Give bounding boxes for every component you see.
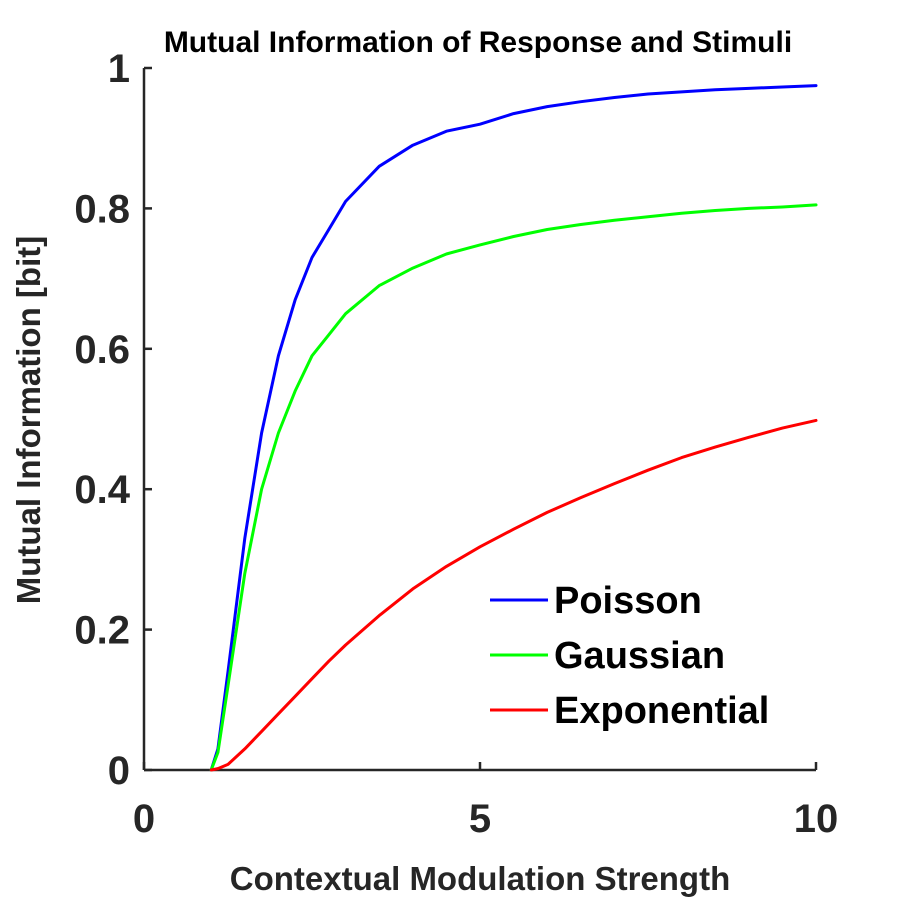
series-line-gaussian	[209, 203, 818, 772]
chart-title: Mutual Information of Response and Stimu…	[164, 26, 792, 59]
ticks: 0 5 10 0 0.2 0.4 0.6 0.8 1	[74, 47, 838, 841]
legend-label-poisson: Poisson	[554, 580, 702, 622]
series-lines	[209, 84, 818, 772]
series-line-exponential	[209, 418, 818, 772]
y-tick-label: 0.8	[74, 187, 130, 231]
legend-label-exponential: Exponential	[554, 690, 769, 732]
x-tick-label: 0	[133, 797, 155, 841]
y-tick-label: 0.2	[74, 609, 130, 653]
x-axis-label: Contextual Modulation Strength	[230, 860, 730, 897]
y-tick-label: 0.6	[74, 328, 130, 372]
plot-area: 0 5 10 0 0.2 0.4 0.6 0.8 1	[74, 47, 838, 841]
x-tick-label: 5	[469, 797, 491, 841]
y-tick-label: 0	[108, 749, 130, 793]
series-line-poisson	[209, 84, 818, 772]
x-tick-label: 10	[794, 797, 839, 841]
legend: Poisson Gaussian Exponential	[490, 580, 769, 732]
y-axis-label: Mutual Information [bit]	[10, 236, 47, 604]
legend-label-gaussian: Gaussian	[554, 635, 725, 677]
y-tick-label: 1	[108, 47, 130, 91]
y-tick-label: 0.4	[74, 468, 130, 512]
